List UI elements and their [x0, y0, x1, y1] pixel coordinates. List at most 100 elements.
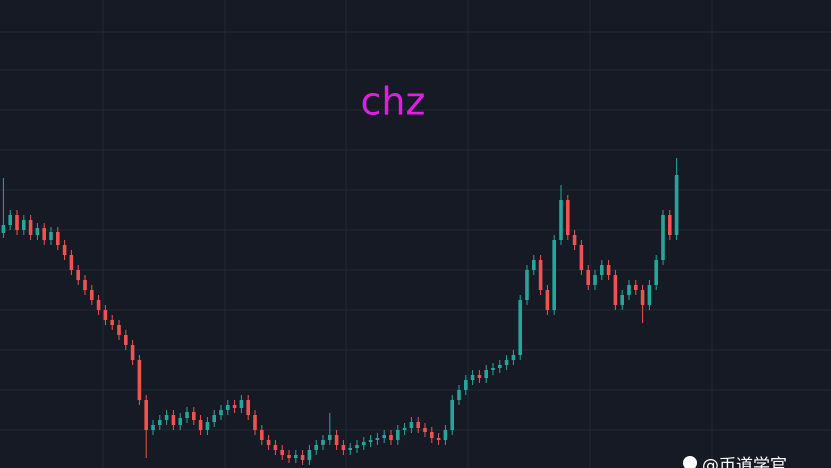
- candle-body: [22, 220, 26, 230]
- candle-body: [552, 240, 556, 310]
- candle-body: [219, 410, 223, 415]
- candle-body: [103, 310, 108, 320]
- candle-body: [477, 375, 482, 378]
- candle-body: [246, 400, 250, 415]
- candle-body: [640, 290, 645, 305]
- candle-body: [35, 228, 40, 235]
- candle-body: [56, 232, 60, 245]
- candle-body: [436, 438, 441, 440]
- candle-body: [266, 440, 271, 445]
- candle-body: [83, 280, 87, 290]
- candle-body: [443, 430, 448, 440]
- candle-body: [566, 200, 570, 235]
- candle-body: [579, 245, 584, 270]
- candle-body: [375, 438, 380, 440]
- candle-body: [586, 270, 590, 285]
- candle-body: [504, 360, 509, 365]
- candle-body: [606, 265, 611, 275]
- candle-body: [538, 260, 543, 290]
- chart-title: chz: [361, 80, 426, 124]
- candle-body: [368, 440, 373, 442]
- candle-body: [559, 200, 563, 240]
- candle-body: [273, 445, 278, 450]
- candle-body: [42, 228, 46, 240]
- candle-body: [382, 435, 386, 438]
- candle-body: [8, 215, 12, 225]
- candle-body: [294, 455, 298, 458]
- candle-body: [484, 370, 488, 378]
- candle-body: [1, 225, 6, 233]
- candle-body: [253, 415, 257, 430]
- candles: [1, 158, 679, 465]
- candle-body: [280, 450, 284, 455]
- candle-body: [423, 428, 427, 432]
- candle-body: [151, 425, 155, 430]
- candle-body: [525, 270, 529, 300]
- candle-body: [130, 345, 135, 360]
- candle-body: [634, 285, 638, 290]
- watermark: @币道学官: [702, 456, 787, 468]
- candle-body: [654, 260, 658, 285]
- candle-body: [627, 285, 631, 295]
- candle-body: [300, 455, 305, 460]
- candle-body: [124, 335, 128, 345]
- candle-body: [593, 275, 597, 285]
- candle-body: [498, 365, 502, 368]
- candle-body: [171, 415, 176, 425]
- candle-body: [28, 220, 33, 235]
- candle-body: [491, 368, 495, 370]
- candle-body: [545, 290, 550, 310]
- candle-body: [348, 448, 352, 450]
- candle-body: [613, 275, 618, 305]
- candle-body: [430, 432, 434, 438]
- candle-body: [90, 290, 94, 300]
- candle-body: [668, 215, 672, 235]
- candle-body: [511, 355, 516, 360]
- candle-body: [287, 455, 291, 458]
- candle-body: [647, 285, 652, 305]
- candle-body: [192, 412, 196, 420]
- candle-body: [532, 260, 536, 270]
- candle-body: [328, 435, 332, 440]
- candle-body: [117, 325, 121, 335]
- candle-body: [164, 415, 169, 420]
- candle-body: [389, 435, 393, 440]
- candle-body: [620, 295, 624, 305]
- candle-body: [362, 442, 366, 445]
- candle-body: [464, 380, 468, 390]
- candle-body: [260, 430, 264, 440]
- candle-body: [110, 320, 114, 325]
- candle-body: [600, 265, 604, 275]
- candle-body: [144, 400, 148, 430]
- candle-body: [178, 418, 182, 425]
- candle-body: [96, 300, 101, 310]
- candle-body: [572, 235, 577, 245]
- candle-body: [185, 412, 189, 418]
- candle-body: [416, 422, 420, 428]
- candle-body: [307, 450, 312, 460]
- candle-body: [355, 445, 359, 448]
- candle-body: [470, 375, 475, 380]
- candle-body: [674, 175, 679, 235]
- candle-body: [226, 405, 230, 410]
- candle-body: [212, 415, 216, 422]
- candle-body: [137, 360, 142, 400]
- candle-body: [232, 405, 237, 408]
- candle-body: [158, 420, 162, 425]
- watermark-icon: [683, 456, 697, 468]
- candle-body: [15, 215, 19, 230]
- candle-body: [341, 445, 346, 450]
- candle-body: [457, 390, 461, 400]
- candle-body: [409, 422, 414, 428]
- candle-body: [518, 300, 522, 355]
- candle-body: [69, 255, 74, 270]
- candle-body: [314, 445, 318, 450]
- candle-body: [76, 270, 80, 280]
- candle-body: [62, 245, 67, 255]
- candle-body: [239, 400, 244, 408]
- candle-body: [402, 428, 407, 430]
- candle-body: [450, 400, 454, 430]
- candle-body: [205, 422, 210, 430]
